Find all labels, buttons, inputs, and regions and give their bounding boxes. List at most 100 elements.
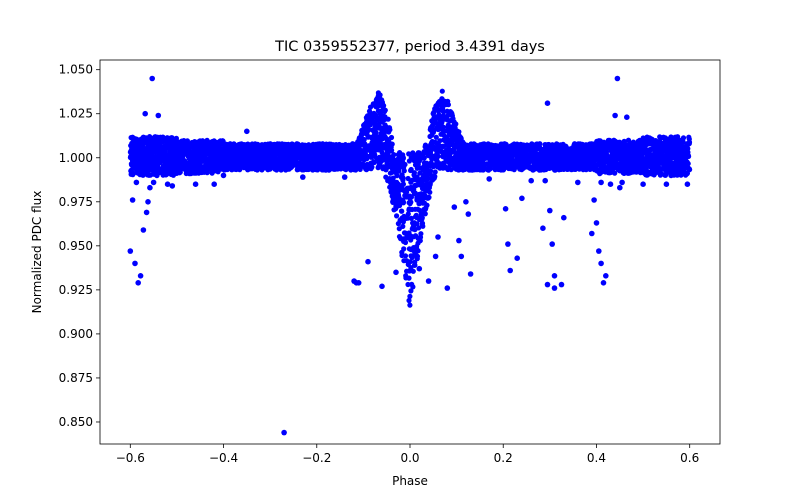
band-point (281, 150, 287, 156)
band-point (368, 160, 374, 166)
band-point (424, 172, 430, 178)
band-point (652, 150, 658, 156)
band-point (440, 150, 446, 156)
band-point (312, 145, 318, 151)
band-point (433, 161, 439, 167)
band-point (377, 115, 383, 121)
band-point (319, 150, 325, 156)
band-point (638, 146, 644, 152)
band-point (394, 166, 401, 172)
band-point (411, 158, 417, 164)
band-point (419, 181, 425, 187)
band-point (145, 164, 151, 170)
band-point (377, 140, 383, 146)
band-point (546, 152, 552, 158)
band-point (559, 144, 565, 150)
band-point (187, 151, 193, 158)
band-point (161, 136, 167, 142)
band-point (432, 169, 438, 175)
band-point (397, 157, 403, 163)
band-point (414, 165, 420, 171)
band-point (588, 165, 594, 171)
band-point (414, 152, 420, 158)
band-point (358, 140, 364, 146)
band-point (380, 131, 386, 137)
band-point (487, 147, 493, 153)
band-point (451, 128, 458, 134)
band-point (448, 162, 454, 168)
band-point (388, 134, 395, 141)
band-point (604, 167, 610, 173)
band-point (388, 144, 394, 150)
band-point (158, 139, 164, 145)
band-point (303, 154, 309, 160)
band-point (481, 164, 487, 170)
band-point (657, 134, 663, 140)
band-point (130, 134, 136, 140)
band-point (515, 157, 521, 163)
band-point (342, 149, 348, 155)
band-point (170, 140, 176, 146)
band-point (338, 162, 344, 168)
band-point (459, 160, 465, 166)
band-point (408, 237, 414, 243)
band-point (421, 149, 427, 155)
band-point (365, 134, 371, 140)
band-point (376, 155, 382, 161)
band-point (464, 164, 470, 170)
band-point (408, 253, 414, 259)
band-point (446, 111, 452, 117)
band-point (410, 150, 416, 156)
band-point (245, 155, 252, 161)
band-point (418, 231, 424, 237)
band-point (297, 164, 303, 170)
band-point (376, 159, 382, 165)
band-point (379, 97, 385, 103)
band-point (399, 208, 405, 214)
band-point (444, 141, 450, 147)
band-point (666, 154, 672, 160)
band-point (382, 144, 388, 150)
band-point (648, 168, 655, 174)
band-point (416, 216, 422, 223)
band-point (669, 149, 675, 155)
band-point (401, 165, 407, 171)
band-point (367, 143, 373, 149)
band-point (133, 143, 139, 149)
band-point (215, 169, 221, 175)
band-point (173, 150, 179, 156)
band-point (654, 142, 660, 148)
band-point (441, 137, 447, 143)
band-point (181, 138, 187, 144)
band-point (617, 149, 623, 155)
band-point (373, 97, 379, 103)
band-point (614, 163, 620, 169)
band-point (138, 150, 144, 156)
band-point (658, 144, 664, 150)
band-point (419, 220, 426, 226)
band-point (385, 150, 391, 156)
band-point (199, 140, 205, 146)
band-point (541, 167, 547, 173)
band-point (209, 148, 215, 154)
band-point (403, 275, 409, 281)
band-point (406, 230, 412, 236)
band-point (430, 111, 436, 117)
band-point (642, 157, 648, 163)
band-point (492, 165, 498, 171)
band-point (469, 164, 475, 171)
band-point (658, 171, 664, 178)
band-point (407, 302, 413, 308)
band-point (585, 144, 591, 150)
band-point (166, 161, 172, 167)
band-point (241, 153, 247, 160)
band-point (406, 151, 412, 157)
band-point (408, 246, 414, 253)
band-point (603, 154, 609, 160)
band-point (470, 150, 476, 156)
band-point (578, 151, 584, 157)
band-point (558, 160, 565, 166)
band-point (136, 146, 142, 152)
band-point (414, 243, 420, 250)
